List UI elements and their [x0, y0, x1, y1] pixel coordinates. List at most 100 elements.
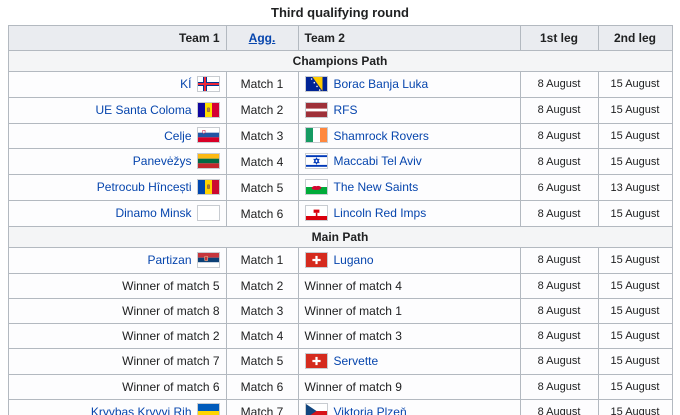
- team1-link[interactable]: Petrocub Hîncești: [96, 180, 192, 195]
- team1-link[interactable]: Celje: [164, 128, 192, 143]
- team2-cell: Servette: [297, 347, 521, 375]
- flag-czech-republic-icon: [304, 403, 328, 415]
- team2-cell: RFS: [297, 96, 521, 124]
- match-number-cell: Match 2: [225, 272, 299, 299]
- second-leg-date-cell: 15 August: [597, 398, 673, 415]
- first-leg-date-cell: 8 August: [519, 322, 599, 349]
- match-row: Winner of match 5 Match 2 Winner of match …: [7, 272, 673, 299]
- flag-switzerland-icon: [304, 352, 328, 369]
- team1-cell: Winner of match 5: [7, 272, 227, 299]
- team1-cell: Kryvbas Kryvyi Rih: [7, 398, 227, 415]
- first-leg-date-cell: 8 August: [519, 373, 599, 400]
- match-row: KÍ Match 1 Borac Banja Luka 8 August 15 Augu…: [7, 71, 673, 98]
- team2-link[interactable]: Lincoln Red Imps: [333, 206, 427, 221]
- team1-text: Winner of match 2: [122, 328, 220, 343]
- team1-text: Winner of match 6: [122, 379, 220, 394]
- first-leg-date-cell: 8 August: [519, 297, 599, 324]
- team2-cell: Lugano: [297, 246, 521, 274]
- flag-latvia-icon: [304, 101, 328, 118]
- flag-lithuania-icon: [196, 153, 220, 170]
- column-header-agg: Agg.: [225, 25, 299, 51]
- match-row: UE Santa Coloma Match 2 RFS 8 August 15 Augu…: [7, 96, 673, 124]
- match-row: Petrocub Hîncești Match 5 The New Saints 6 …: [7, 174, 673, 202]
- team2-link[interactable]: Servette: [333, 353, 379, 368]
- team1-cell: Winner of match 6: [7, 373, 227, 400]
- second-leg-date-cell: 15 August: [597, 347, 673, 375]
- column-header-2nd-leg: 2nd leg: [597, 25, 673, 51]
- team1-cell: KÍ: [7, 71, 227, 98]
- team1-link[interactable]: Partizan: [147, 252, 192, 267]
- team2-link[interactable]: Borac Banja Luka: [333, 77, 429, 91]
- match-row: Panevėžys Match 4 Maccabi Tel Aviv 8 August…: [7, 148, 673, 176]
- flag-serbia-icon: [196, 251, 220, 268]
- team2-link[interactable]: The New Saints: [333, 180, 419, 195]
- first-leg-date-cell: 8 August: [519, 122, 599, 150]
- first-leg-date-cell: 8 August: [519, 398, 599, 415]
- section-header-champions-path: Champions Path: [7, 50, 673, 72]
- second-leg-date-cell: 15 August: [597, 297, 673, 324]
- team2-link[interactable]: Maccabi Tel Aviv: [333, 154, 422, 169]
- team2-link[interactable]: RFS: [333, 102, 358, 117]
- match-number-cell: Match 3: [225, 297, 299, 324]
- section-header-main-path: Main Path: [7, 225, 673, 248]
- second-leg-date-cell: 15 August: [597, 96, 673, 124]
- team2-text: Winner of match 9: [304, 379, 402, 394]
- match-row: Winner of match 7 Match 5 Servette 8 August…: [7, 347, 673, 375]
- match-row: Dinamo Minsk Match 6 Lincoln Red Imps 8 Aug…: [7, 200, 673, 227]
- team1-link[interactable]: Panevėžys: [132, 154, 192, 169]
- flag-ukraine-icon: [196, 403, 220, 415]
- team2-text: Winner of match 4: [304, 278, 402, 293]
- team2-cell: Maccabi Tel Aviv: [297, 148, 521, 176]
- column-header-team2: Team 2: [297, 25, 521, 51]
- agg-link[interactable]: Agg.: [248, 31, 276, 45]
- team1-text: Winner of match 8: [122, 303, 220, 318]
- team1-link[interactable]: Kryvbas Kryvyi Rih: [90, 404, 192, 415]
- match-number-cell: Match 7: [225, 398, 299, 415]
- second-leg-date-cell: 13 August: [597, 174, 673, 202]
- first-leg-date-cell: 8 August: [519, 347, 599, 375]
- first-leg-date-cell: 8 August: [519, 71, 599, 98]
- match-number-cell: Match 6: [225, 373, 299, 400]
- team1-cell: Winner of match 8: [7, 297, 227, 324]
- team1-cell: Partizan: [7, 246, 227, 274]
- team2-cell: Winner of match 1: [297, 297, 521, 324]
- second-leg-date-cell: 15 August: [597, 122, 673, 150]
- team1-link[interactable]: UE Santa Coloma: [95, 102, 192, 117]
- match-row: Kryvbas Kryvyi Rih Match 7 Viktoria Plzeň 8…: [7, 398, 673, 415]
- match-row: Winner of match 8 Match 3 Winner of match …: [7, 297, 673, 324]
- second-leg-date-cell: 15 August: [597, 148, 673, 176]
- section-row: Champions Path: [7, 50, 673, 72]
- team2-cell: Winner of match 4: [297, 272, 521, 299]
- team1-link[interactable]: Dinamo Minsk: [115, 206, 192, 221]
- match-number-cell: Match 5: [225, 174, 299, 202]
- first-leg-date-cell: 6 August: [519, 174, 599, 202]
- flag-slovenia-icon: [196, 127, 220, 144]
- first-leg-date-cell: 8 August: [519, 96, 599, 124]
- header-row: Team 1 Agg. Team 2 1st leg 2nd leg: [7, 25, 673, 51]
- team1-text: Winner of match 5: [122, 278, 220, 293]
- team2-link[interactable]: Shamrock Rovers: [333, 128, 429, 143]
- team1-cell: Petrocub Hîncești: [7, 174, 227, 202]
- match-number-cell: Match 4: [225, 148, 299, 176]
- team2-cell: The New Saints: [297, 174, 521, 202]
- team2-cell: Viktoria Plzeň: [297, 398, 521, 415]
- match-row: Partizan Match 1 Lugano 8 August 15 August: [7, 246, 673, 274]
- team2-cell: Borac Banja Luka: [297, 71, 521, 98]
- first-leg-date-cell: 8 August: [519, 272, 599, 299]
- match-number-cell: Match 4: [225, 322, 299, 349]
- team2-cell: Lincoln Red Imps: [297, 200, 521, 227]
- second-leg-date-cell: 15 August: [597, 373, 673, 400]
- match-number-cell: Match 3: [225, 122, 299, 150]
- first-leg-date-cell: 8 August: [519, 148, 599, 176]
- team1-cell: UE Santa Coloma: [7, 96, 227, 124]
- match-row: Winner of match 2 Match 4 Winner of match …: [7, 322, 673, 349]
- qualifying-round-table: Team 1 Agg. Team 2 1st leg 2nd leg Champ…: [7, 25, 673, 415]
- team2-link[interactable]: Lugano: [333, 252, 374, 267]
- team1-cell: Winner of match 7: [7, 347, 227, 375]
- match-row: Winner of match 6 Match 6 Winner of match …: [7, 373, 673, 400]
- team2-link[interactable]: Viktoria Plzeň: [333, 404, 407, 415]
- first-leg-date-cell: 8 August: [519, 200, 599, 227]
- team1-link[interactable]: KÍ: [180, 77, 192, 91]
- flag-bosnia-herzegovina-icon: [304, 75, 328, 92]
